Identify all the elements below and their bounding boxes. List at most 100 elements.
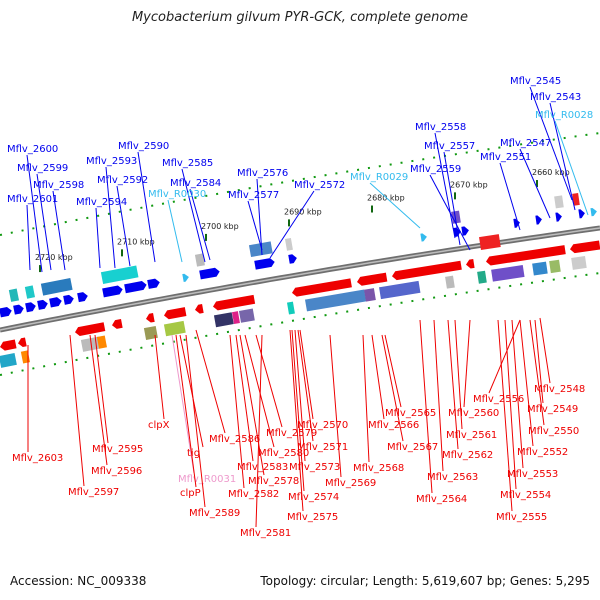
gene-label: Mflv_2580 <box>258 448 309 459</box>
gene-label: Mflv_R0030 <box>148 189 206 200</box>
reverse-gene-arrow <box>357 272 388 286</box>
gene-leader-line <box>447 319 459 450</box>
reverse-feature-box <box>571 256 587 270</box>
forward-gene-arrow <box>63 294 74 305</box>
gene-leader-line <box>116 185 131 267</box>
forward-gene-arrow <box>513 218 520 228</box>
gene-label: Mflv_2565 <box>385 408 436 419</box>
gene-leader-line <box>443 151 461 246</box>
gene-leader-line <box>244 334 275 448</box>
gene-label: Mflv_2601 <box>7 194 58 205</box>
gene-leader-line <box>294 329 306 462</box>
gene-label: Mflv_2573 <box>289 462 340 473</box>
scale-tick-label: 2710 kbp <box>117 237 155 246</box>
gene-leader-line <box>255 334 283 428</box>
gene-label: Mflv_2576 <box>237 168 288 179</box>
gene-label: Mflv_2562 <box>442 450 493 461</box>
forward-gene-arrow <box>254 258 275 270</box>
gene-leader-line <box>167 199 183 263</box>
forward-feature-box <box>8 288 20 302</box>
gene-leader-line <box>369 182 421 229</box>
forward-gene-arrow <box>555 212 562 222</box>
reverse-gene-arrow <box>292 278 352 297</box>
map-title: Mycobacterium gilvum PYR-GCK, complete g… <box>131 10 469 25</box>
gene-leader-line <box>195 329 226 434</box>
gene-label: Mflv_2559 <box>410 164 461 175</box>
gene-leader-line <box>36 173 52 271</box>
forward-gene-arrow <box>461 226 469 236</box>
gene-leader-line <box>384 334 402 408</box>
forward-gene-arrow <box>102 285 123 298</box>
gene-leader-line <box>94 334 109 444</box>
gene-label: Mflv_2597 <box>68 487 119 498</box>
gene-label: Mflv_2595 <box>92 444 143 455</box>
reverse-gene-arrow <box>146 312 155 323</box>
gene-leader-line <box>171 334 195 474</box>
gene-label: Mflv_R0028 <box>535 110 593 121</box>
forward-rna-arrow <box>590 208 597 217</box>
reverse-gene-arrow <box>392 260 462 281</box>
gene-leader-line <box>26 204 31 271</box>
gene-label: Mflv_2593 <box>86 156 137 167</box>
gene-label: Mflv_2558 <box>415 122 466 133</box>
reverse-feature-box <box>364 288 376 302</box>
forward-feature-box <box>248 241 273 258</box>
scale-tick-label: 2660 kbp <box>532 168 570 177</box>
reverse-feature-box <box>286 301 295 315</box>
forward-feature-box <box>194 253 205 267</box>
reverse-gene-arrow <box>486 245 566 266</box>
forward-feature-box <box>40 278 73 296</box>
gene-leader-line <box>454 319 463 430</box>
gene-leader-line <box>519 319 534 447</box>
gene-label: Mflv_2598 <box>33 180 84 191</box>
gene-leader-line <box>534 319 544 404</box>
gene-label: Mflv_2557 <box>424 141 475 152</box>
gene-label: Mflv_2574 <box>288 492 339 503</box>
reverse-gene-arrow <box>195 304 204 314</box>
gene-leader-line <box>137 151 156 263</box>
gene-leader-line <box>504 319 517 490</box>
gene-leader-line <box>181 168 206 263</box>
gene-label: Mflv_2571 <box>297 442 348 453</box>
gene-label: Mflv_2603 <box>12 453 63 464</box>
gene-leader-line <box>463 319 471 408</box>
gene-leader-line <box>185 334 206 508</box>
forward-feature-box <box>24 285 36 299</box>
gene-leader-line <box>105 166 116 269</box>
forward-feature-box <box>100 265 139 285</box>
forward-feature-box <box>554 195 564 209</box>
gene-label: Mflv_2594 <box>76 197 127 208</box>
forward-rna-arrow <box>420 233 427 242</box>
reverse-gene-arrow <box>75 322 106 336</box>
gene-label: Mflv_2550 <box>528 426 579 437</box>
gene-label: Mflv_2585 <box>162 158 213 169</box>
reverse-feature-box <box>491 264 525 282</box>
gene-label: Mflv_2549 <box>527 404 578 415</box>
gene-leader-line <box>419 319 433 494</box>
gene-leader-line <box>179 334 204 448</box>
scale-tick-label: 2700 kbp <box>201 222 239 231</box>
gene-label: Mflv_2584 <box>170 178 221 189</box>
forward-feature-box <box>451 210 461 224</box>
inner-dotted-track <box>0 272 600 376</box>
gene-label: Mflv_2563 <box>427 472 478 483</box>
reverse-feature-box <box>213 312 234 328</box>
forward-gene-arrow <box>578 209 585 219</box>
gene-leader-line <box>329 334 342 478</box>
gene-label: Mflv_2568 <box>353 463 404 474</box>
genome-summary-text: Topology: circular; Length: 5,619,607 bp… <box>260 574 590 588</box>
gene-label: Mflv_2561 <box>446 430 497 441</box>
reverse-gene-block <box>479 234 501 250</box>
gene-leader-line <box>235 334 254 462</box>
forward-gene-arrow <box>147 278 160 289</box>
gene-label: Mflv_2555 <box>496 512 547 523</box>
reverse-feature-box <box>379 280 421 300</box>
gene-label: Mflv_2553 <box>507 469 558 480</box>
forward-gene-arrow <box>124 281 147 294</box>
forward-feature-box <box>572 193 580 206</box>
gene-leader-line <box>26 154 43 273</box>
gene-leader-line <box>539 317 551 384</box>
reverse-feature-box <box>96 335 107 349</box>
